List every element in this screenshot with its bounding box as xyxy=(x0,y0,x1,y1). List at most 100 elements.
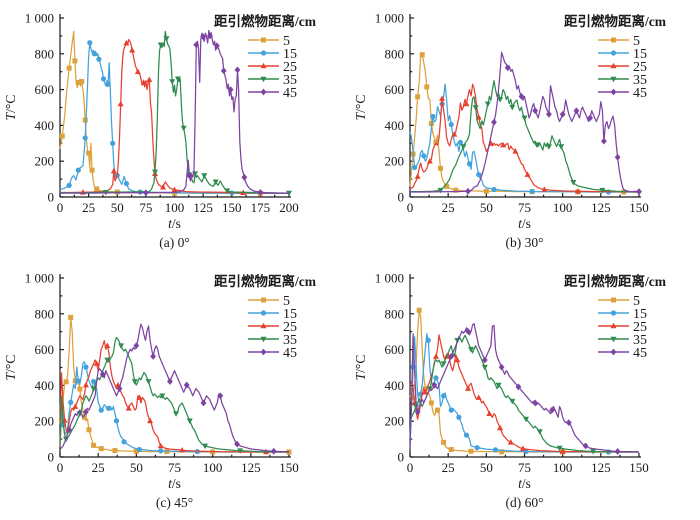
legend-item-label: 5 xyxy=(283,34,290,49)
series-d-45cm xyxy=(409,322,640,455)
legend-item-label: 35 xyxy=(633,333,647,348)
x-tick-label: 150 xyxy=(629,200,649,215)
y-tick-label: 1 000 xyxy=(375,271,404,286)
legend-title: 距引燃物距离/cm xyxy=(214,13,317,29)
legend-item-15: 15 xyxy=(598,47,647,62)
legend-item-label: 5 xyxy=(633,294,640,309)
series-a-15cm xyxy=(59,40,289,196)
legend-item-label: 35 xyxy=(283,73,297,88)
x-tick-label: 150 xyxy=(279,460,299,475)
legend-item-15: 15 xyxy=(598,307,647,322)
legend-item-25: 25 xyxy=(598,320,647,335)
y-tick-label: 1 000 xyxy=(25,11,54,26)
legend-item-25: 25 xyxy=(598,60,647,75)
axes xyxy=(59,14,291,198)
x-tick-label: 150 xyxy=(222,200,242,215)
y-tick-label: 400 xyxy=(385,118,405,133)
legend-item-label: 15 xyxy=(633,47,647,62)
legend-item-label: 45 xyxy=(633,346,647,361)
x-tick-label: 100 xyxy=(553,200,573,215)
x-tick-label: 50 xyxy=(480,460,493,475)
legend-item-25: 25 xyxy=(248,60,297,75)
y-tick-label: 800 xyxy=(35,306,55,321)
legend-item-label: 25 xyxy=(283,60,297,75)
legend-item-label: 45 xyxy=(283,86,297,101)
legend-title: 距引燃物距离/cm xyxy=(564,13,667,29)
x-tick-label: 75 xyxy=(139,200,152,215)
y-tick-label: 200 xyxy=(385,154,405,169)
y-tick-label: 800 xyxy=(385,46,405,61)
x-tick-label: 125 xyxy=(591,200,611,215)
legend-title: 距引燃物距离/cm xyxy=(564,273,667,289)
x-axis-label: t/s xyxy=(518,216,531,231)
x-tick-label: 75 xyxy=(518,460,531,475)
legend-item-35: 35 xyxy=(248,333,297,348)
x-tick-label: 0 xyxy=(407,460,414,475)
legend-item-label: 45 xyxy=(633,86,647,101)
y-tick-label: 600 xyxy=(35,82,55,97)
series-a-45cm xyxy=(60,29,289,197)
x-tick-label: 0 xyxy=(57,460,64,475)
x-tick-label: 25 xyxy=(92,460,105,475)
y-tick-label: 800 xyxy=(35,46,55,61)
series-c-15cm xyxy=(59,361,289,455)
axes xyxy=(409,14,641,198)
legend-item-label: 15 xyxy=(283,47,297,62)
x-tick-label: 100 xyxy=(203,460,223,475)
x-tick-label: 75 xyxy=(168,460,181,475)
y-tick-label: 1 000 xyxy=(375,11,404,26)
legend-item-label: 45 xyxy=(283,346,297,361)
x-axis-label: t/s xyxy=(168,476,181,491)
legend-item-45: 45 xyxy=(248,346,297,361)
legend-item-45: 45 xyxy=(598,86,647,101)
legend-item-label: 5 xyxy=(633,34,640,49)
x-tick-label: 50 xyxy=(130,460,143,475)
panel-subtitle: (b) 30° xyxy=(505,235,543,250)
legend-item-label: 35 xyxy=(633,73,647,88)
x-tick-label: 175 xyxy=(251,200,271,215)
series-d-15cm xyxy=(409,333,639,455)
y-axis-label: T/°C xyxy=(353,95,368,121)
x-tick-label: 25 xyxy=(442,200,455,215)
y-tick-label: 800 xyxy=(385,306,405,321)
y-axis-label: T/°C xyxy=(3,95,18,121)
y-tick-label: 0 xyxy=(48,450,55,465)
series-a-25cm xyxy=(60,38,289,196)
y-axis-label: T/°C xyxy=(353,355,368,381)
series-b-5cm xyxy=(409,52,639,195)
x-tick-label: 125 xyxy=(193,200,213,215)
legend-item-5: 5 xyxy=(248,294,290,309)
chart-b: 0 25 50 75 100 125 150 0 200 400 600 800 1 000 T/°C t/… xyxy=(353,11,667,251)
x-tick-label: 25 xyxy=(442,460,455,475)
y-tick-label: 400 xyxy=(385,378,405,393)
panel-subtitle: (c) 45° xyxy=(156,495,193,510)
series-b-35cm xyxy=(410,80,640,194)
y-tick-label: 200 xyxy=(35,154,55,169)
x-tick-label: 200 xyxy=(279,200,299,215)
panel-subtitle: (a) 0° xyxy=(159,235,190,250)
x-axis-label: t/s xyxy=(168,216,181,231)
y-tick-label: 400 xyxy=(35,118,55,133)
chart-c: 0 25 50 75 100 125 150 0 200 400 600 800 1 000 T/°C t/… xyxy=(3,271,317,511)
y-tick-label: 600 xyxy=(385,82,405,97)
y-tick-label: 1 000 xyxy=(25,271,54,286)
x-tick-label: 50 xyxy=(111,200,124,215)
legend-item-5: 5 xyxy=(248,34,290,49)
legend-item-45: 45 xyxy=(598,346,647,361)
legend-title: 距引燃物距离/cm xyxy=(214,273,317,289)
series-d-5cm xyxy=(409,307,639,455)
legend-item-15: 15 xyxy=(248,47,297,62)
series-d-35cm xyxy=(409,334,639,455)
axes xyxy=(409,274,641,458)
legend-item-label: 25 xyxy=(633,320,647,335)
legend-item-35: 35 xyxy=(248,73,297,88)
x-tick-label: 50 xyxy=(480,200,493,215)
panel-subtitle: (d) 60° xyxy=(505,495,543,510)
x-tick-label: 0 xyxy=(407,200,414,215)
series-b-15cm xyxy=(409,83,639,195)
legend-item-35: 35 xyxy=(598,333,647,348)
y-tick-label: 0 xyxy=(398,450,405,465)
legend-item-label: 5 xyxy=(283,294,290,309)
